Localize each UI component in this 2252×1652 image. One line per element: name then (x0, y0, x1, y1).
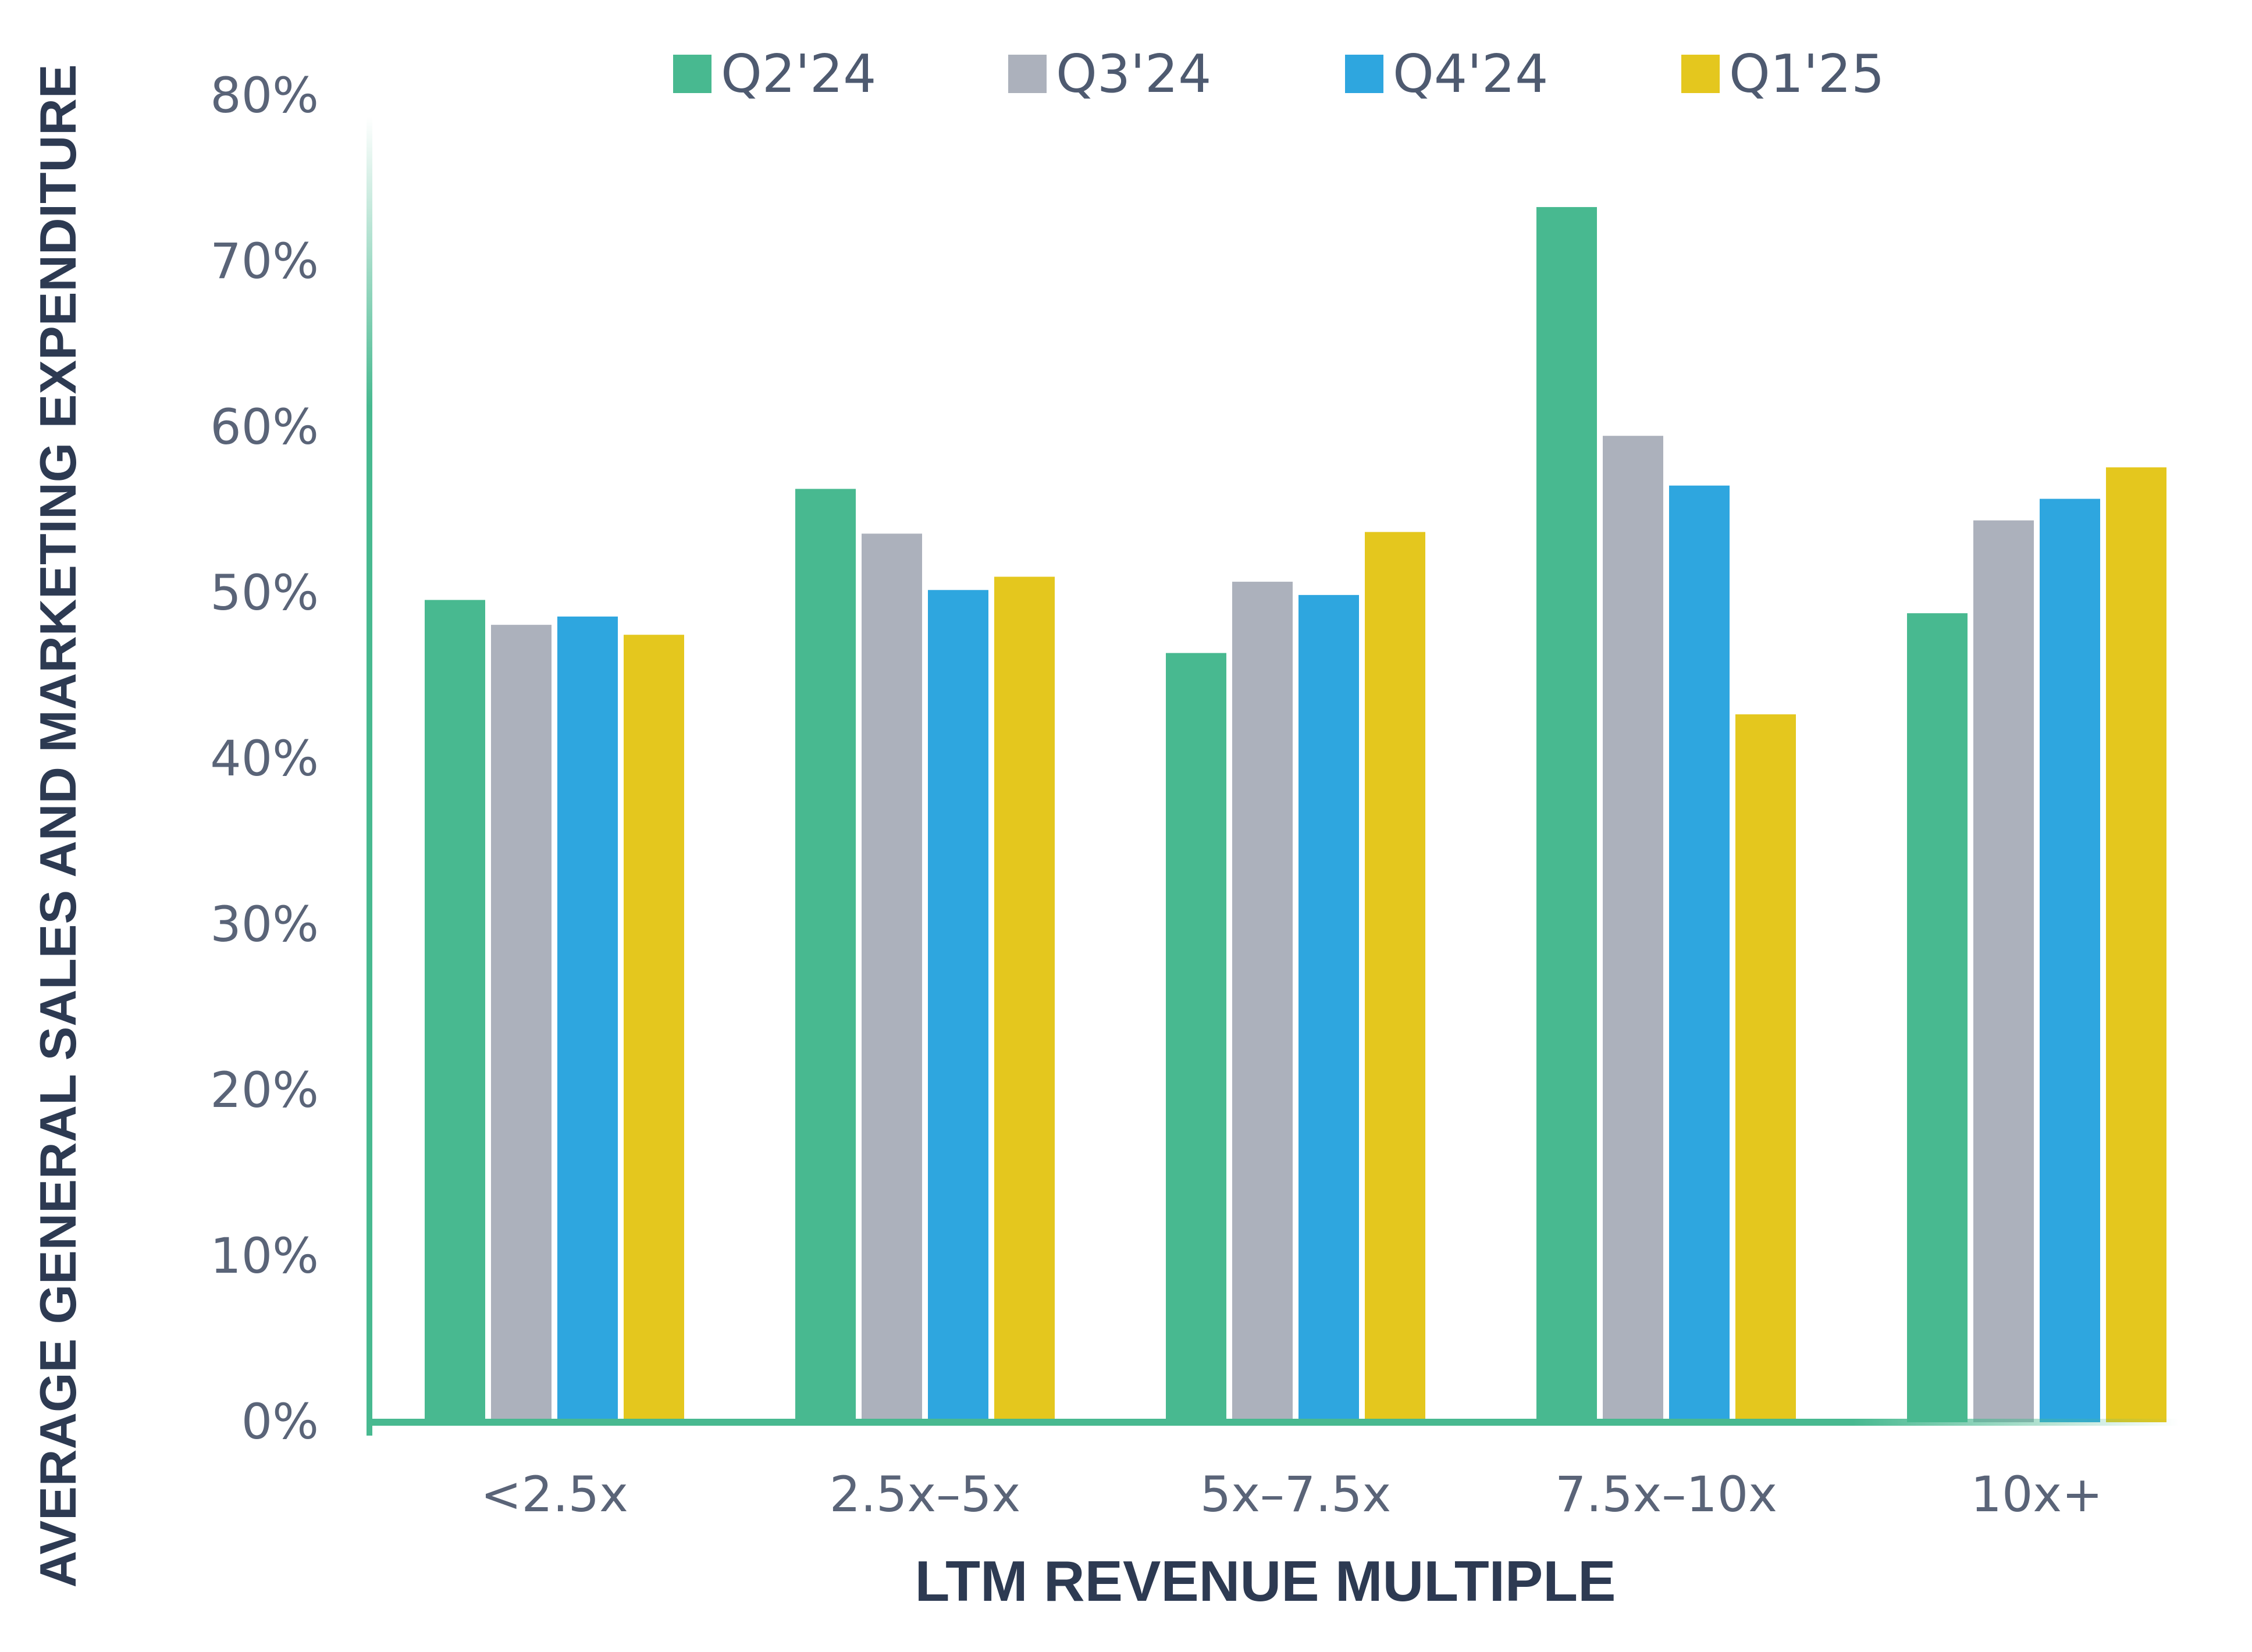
bar-2-3 (1365, 532, 1425, 1422)
x-category-label: <2.5x (481, 1466, 628, 1523)
bar-3-1 (1603, 436, 1663, 1422)
x-axis-title: LTM REVENUE MULTIPLE (915, 1549, 1616, 1613)
y-axis-line (367, 116, 372, 1436)
legend-label-0: Q2'24 (721, 44, 876, 105)
bar-1-1 (862, 533, 922, 1422)
bar-2-1 (1232, 582, 1293, 1422)
y-tick-label: 20% (210, 1062, 319, 1119)
x-axis-line (369, 1419, 2179, 1426)
x-axis-categories: <2.5x 2.5x–5x 5x–7.5x 7.5x–10x 10x+ (481, 1466, 2102, 1523)
legend-label-1: Q3'24 (1056, 44, 1211, 105)
legend: Q2'24 Q3'24 Q4'24 Q1'25 (673, 44, 1884, 105)
x-category-label: 7.5x–10x (1555, 1466, 1777, 1523)
x-category-label: 2.5x–5x (830, 1466, 1020, 1523)
bar-0-2 (557, 616, 618, 1422)
y-axis-title: AVERAGE GENERAL SALES AND MARKETING EXPE… (29, 64, 87, 1587)
bar-4-1 (1973, 520, 2034, 1422)
legend-swatch-1 (1008, 55, 1047, 93)
bar-2-0 (1166, 653, 1226, 1422)
bars (425, 206, 2166, 1423)
y-tick-label: 10% (210, 1227, 319, 1284)
y-tick-label: 0% (241, 1393, 319, 1450)
y-tick-label: 50% (210, 564, 319, 621)
bar-2-2 (1298, 594, 1359, 1422)
legend-swatch-3 (1681, 55, 1720, 93)
bar-1-2 (928, 590, 988, 1422)
bar-3-0 (1536, 206, 1597, 1423)
bar-4-3 (2106, 467, 2166, 1422)
y-axis-ticks: 0% 10% 20% 30% 40% 50% 60% 70% 80% (210, 67, 319, 1450)
x-category-label: 10x+ (1971, 1466, 2103, 1523)
bar-0-3 (624, 635, 684, 1422)
bar-0-0 (425, 600, 485, 1422)
x-category-label: 5x–7.5x (1200, 1466, 1391, 1523)
bar-3-3 (1735, 714, 1796, 1422)
legend-label-3: Q1'25 (1729, 44, 1884, 105)
legend-swatch-0 (673, 55, 711, 93)
bar-1-3 (994, 576, 1055, 1422)
bar-3-2 (1669, 485, 1730, 1422)
bar-4-2 (2040, 499, 2100, 1422)
y-tick-label: 70% (210, 233, 319, 290)
y-tick-label: 80% (210, 67, 319, 124)
y-tick-label: 30% (210, 896, 319, 953)
y-tick-label: 60% (210, 398, 319, 455)
legend-label-2: Q4'24 (1393, 44, 1548, 105)
legend-swatch-2 (1345, 55, 1383, 93)
bar-4-0 (1907, 613, 1968, 1422)
y-tick-label: 40% (210, 730, 319, 787)
bar-0-1 (491, 625, 552, 1422)
bar-1-0 (795, 489, 856, 1423)
